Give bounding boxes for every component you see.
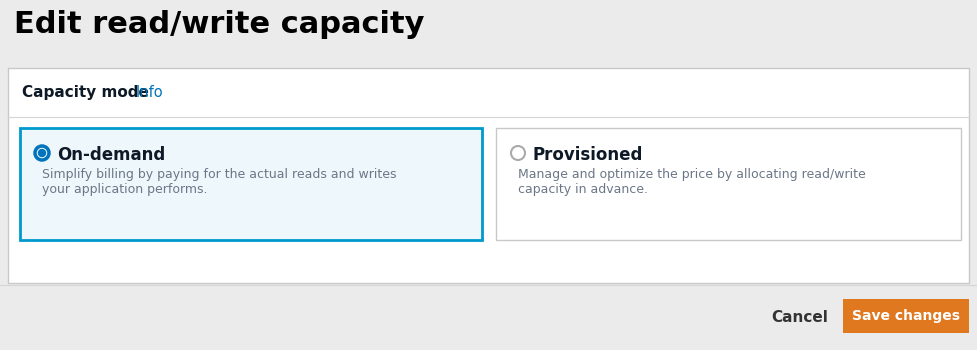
FancyBboxPatch shape: [8, 68, 969, 283]
Text: Save changes: Save changes: [852, 309, 960, 323]
Text: Provisioned: Provisioned: [533, 146, 644, 164]
Text: Manage and optimize the price by allocating read/write: Manage and optimize the price by allocat…: [518, 168, 866, 181]
Text: Simplify billing by paying for the actual reads and writes: Simplify billing by paying for the actua…: [42, 168, 397, 181]
FancyBboxPatch shape: [843, 299, 969, 333]
FancyBboxPatch shape: [496, 128, 961, 240]
Text: Capacity mode: Capacity mode: [22, 85, 149, 100]
Ellipse shape: [38, 149, 46, 156]
Text: On-demand: On-demand: [57, 146, 165, 164]
Ellipse shape: [35, 146, 49, 160]
Text: your application performs.: your application performs.: [42, 183, 207, 196]
Text: capacity in advance.: capacity in advance.: [518, 183, 648, 196]
Text: Info: Info: [136, 85, 163, 100]
Text: Cancel: Cancel: [772, 310, 828, 326]
FancyBboxPatch shape: [20, 128, 482, 240]
Text: Edit read/write capacity: Edit read/write capacity: [14, 10, 424, 39]
Ellipse shape: [511, 146, 525, 160]
